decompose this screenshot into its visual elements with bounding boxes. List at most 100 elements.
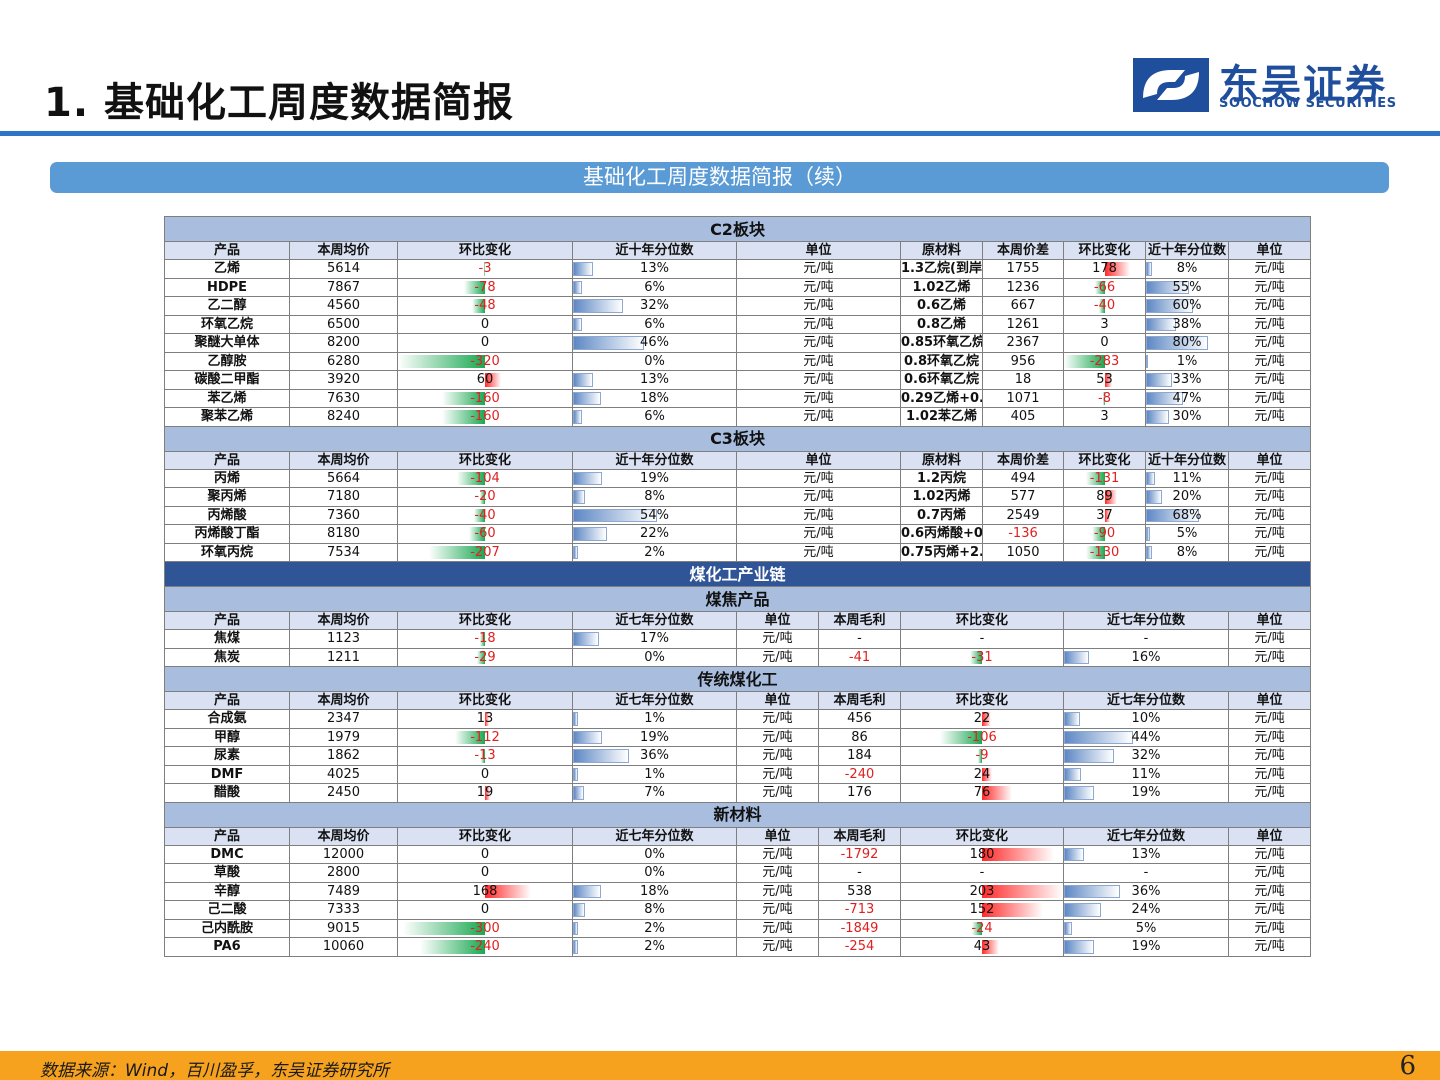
percentile-bar — [1064, 847, 1085, 861]
price-change: 60 — [397, 370, 573, 390]
unit: 元/吨 — [736, 407, 901, 427]
table-row: 辛醇 7489 168 18% 元/吨 538 203 36% 元/吨 — [164, 881, 1312, 901]
percentile-bar — [573, 884, 601, 898]
table-row: 聚苯乙烯 8240 -160 6% 元/吨 1.02苯乙烯 405 3 30% 元/吨 — [164, 407, 1312, 427]
percentile-value: 2% — [644, 920, 665, 936]
spread-percentile: 60% — [1145, 296, 1229, 316]
change-value: -60 — [474, 526, 496, 542]
profit-percentile: 32% — [1063, 746, 1229, 766]
price-percentile: 8% — [572, 900, 737, 920]
weekly-price: 1979 — [289, 727, 398, 747]
product-name: PA6 — [164, 937, 290, 957]
profit-change: 152 — [900, 900, 1064, 920]
percentile-value: 38% — [1172, 316, 1202, 332]
weekly-spread: -136 — [982, 524, 1064, 544]
change-value: -112 — [470, 729, 500, 745]
product-name: 聚丙烯 — [164, 487, 290, 507]
column-header: 环比变化 — [1063, 450, 1146, 470]
column-header: 近七年分位数 — [572, 691, 737, 710]
change-value: 13 — [476, 711, 494, 727]
spread-percentile: 33% — [1145, 370, 1229, 390]
change-value: -29 — [474, 649, 496, 665]
profit-change: 203 — [900, 881, 1064, 901]
unit: 元/吨 — [1227, 764, 1312, 784]
percentile-bar — [573, 545, 578, 559]
percentile-value: 18% — [640, 390, 669, 406]
increase-bar — [1104, 262, 1130, 276]
spread-change: 0 — [1063, 333, 1146, 353]
column-header: 单位 — [736, 611, 819, 630]
raw-material: 0.85环氧乙烷 — [900, 333, 983, 353]
decrease-bar — [419, 940, 485, 954]
unit: 元/吨 — [1227, 783, 1312, 803]
decrease-bar — [471, 299, 485, 313]
unit: 元/吨 — [736, 370, 901, 390]
percentile-bar — [573, 262, 594, 276]
unit: 元/吨 — [1227, 333, 1312, 353]
profit-change: 76 — [900, 783, 1064, 803]
profit-change: 43 — [900, 937, 1064, 957]
spread-change: -283 — [1063, 351, 1146, 371]
change-value: 22 — [973, 711, 991, 727]
unit: 元/吨 — [736, 764, 819, 784]
change-value: 89 — [1096, 489, 1113, 505]
percentile-value: 32% — [1131, 748, 1161, 764]
price-percentile: 22% — [572, 524, 737, 544]
percentile-value: 11% — [1172, 470, 1202, 486]
unit: 元/吨 — [736, 542, 901, 562]
unit: 元/吨 — [1227, 542, 1312, 562]
column-header: 产品 — [164, 826, 290, 846]
change-value: 152 — [969, 902, 995, 918]
unit: 元/吨 — [1227, 370, 1312, 390]
column-header: 环比变化 — [397, 450, 573, 470]
percentile-value: 10% — [1131, 711, 1161, 727]
company-logo: 东吴证券 SOOCHOW SECURITIES — [1133, 56, 1403, 116]
price-change: -78 — [397, 277, 573, 297]
weekly-spread: 405 — [982, 407, 1064, 427]
percentile-value: 13% — [640, 261, 669, 277]
price-percentile: 46% — [572, 333, 737, 353]
weekly-price: 7180 — [289, 487, 398, 507]
percentile-value: 60% — [1172, 298, 1202, 314]
spread-change: -90 — [1063, 524, 1146, 544]
unit: 元/吨 — [736, 863, 819, 883]
product-name: 合成氨 — [164, 709, 290, 729]
spread-change: 178 — [1063, 259, 1146, 279]
raw-material: 1.3乙烷(到岸价) — [900, 259, 983, 279]
change-value: -160 — [470, 390, 500, 406]
column-header: 环比变化 — [900, 691, 1064, 710]
weekly-price: 9015 — [289, 918, 398, 938]
spread-percentile: 8% — [1145, 259, 1229, 279]
percentile-bar — [573, 391, 601, 405]
unit: 元/吨 — [736, 314, 901, 334]
weekly-spread: 494 — [982, 468, 1064, 488]
weekly-price: 3920 — [289, 370, 398, 390]
unit: 元/吨 — [736, 333, 901, 353]
percentile-bar — [573, 299, 623, 313]
profit-change: -31 — [900, 647, 1064, 667]
unit: 元/吨 — [1227, 505, 1312, 525]
raw-material: 0.6环氧乙烷 — [900, 370, 983, 390]
column-header: 本周均价 — [289, 691, 398, 710]
percentile-value: 19% — [1131, 939, 1161, 955]
weekly-price: 8180 — [289, 524, 398, 544]
price-percentile: 2% — [572, 918, 737, 938]
percentile-bar — [1146, 373, 1172, 387]
column-header: 近十年分位数 — [1145, 241, 1229, 260]
section-title: C3板块 — [163, 425, 1312, 452]
unit: 元/吨 — [736, 746, 819, 766]
price-change: 0 — [397, 333, 573, 353]
decrease-bar — [1095, 280, 1105, 294]
table-row: 焦煤 1123 -18 17% 元/吨 - - - 元/吨 — [164, 629, 1312, 649]
column-header: 单位 — [1227, 611, 1312, 630]
percentile-value: 46% — [640, 335, 669, 351]
column-header: 本周均价 — [289, 611, 398, 630]
weekly-price: 1862 — [289, 746, 398, 766]
percentile-bar — [1146, 391, 1183, 405]
raw-material: 0.8乙烯 — [900, 314, 983, 334]
column-header: 环比变化 — [1063, 241, 1146, 260]
unit: 元/吨 — [1227, 314, 1312, 334]
change-value: 0 — [1100, 335, 1109, 351]
decrease-bar — [939, 730, 982, 744]
